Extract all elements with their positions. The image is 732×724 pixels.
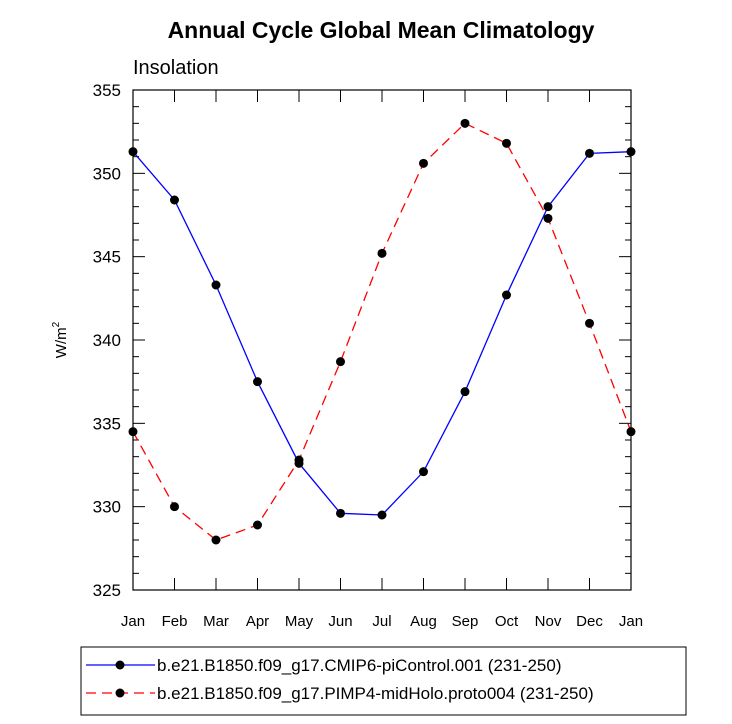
- y-axis-label: W/m2: [51, 321, 70, 358]
- series-line-1: [132, 151, 632, 516]
- series-2-point: [253, 520, 262, 530]
- x-tick-label: Jan: [619, 613, 643, 630]
- x-tick-label: Oct: [495, 613, 519, 630]
- legend-marker-2: [115, 688, 125, 698]
- x-tick-label: Jan: [121, 613, 145, 630]
- x-tick-label: Feb: [162, 613, 188, 630]
- series-2-point: [543, 213, 553, 223]
- y-tick-label: 340: [93, 331, 121, 350]
- legend-label-2: b.e21.B1850.f09_g17.PIMP4-midHolo.proto0…: [157, 684, 594, 703]
- series-2-point: [336, 357, 345, 367]
- y-tick-label: 335: [93, 414, 121, 433]
- y-tick-label: 325: [93, 581, 121, 600]
- series-2-point: [585, 318, 594, 328]
- series-1-point: [170, 195, 179, 205]
- series-2-point: [626, 427, 636, 437]
- series-2-point: [294, 455, 304, 465]
- x-tick-label: May: [285, 613, 314, 630]
- series-1-point: [502, 290, 511, 300]
- series-1-point: [626, 147, 636, 157]
- series-2-point: [419, 158, 428, 168]
- series-2-point: [211, 535, 221, 545]
- legend-box: [80, 646, 687, 716]
- legend: b.e21.B1850.f09_g17.CMIP6-piControl.001 …: [86, 656, 594, 703]
- series-line-2: [132, 122, 632, 541]
- chart-subtitle: Insolation: [133, 57, 219, 79]
- y-tick-label: 355: [93, 81, 121, 100]
- y-axis-label-superscript: 2: [51, 321, 62, 327]
- y-axis-label-main: W/m: [53, 327, 70, 358]
- x-tick-label: Jul: [372, 613, 391, 630]
- x-tick-labels: Jan Feb Mar Apr May Jun Jul Aug Sep Oct Nov Dec Jan: [121, 613, 643, 630]
- x-tick-label: Mar: [203, 613, 229, 630]
- series-2-point: [502, 138, 511, 148]
- y-tick-label: 330: [93, 498, 121, 517]
- series-1-point: [336, 508, 345, 518]
- x-tick-label: Jun: [328, 613, 352, 630]
- x-tick-label: Apr: [246, 613, 269, 630]
- series-2-point: [460, 118, 470, 128]
- series-1-point: [419, 467, 428, 477]
- chart-title: Annual Cycle Global Mean Climatology: [168, 17, 595, 43]
- legend-marker-1: [115, 660, 125, 670]
- series-1-point: [253, 377, 262, 387]
- series-1-point: [128, 147, 138, 157]
- series-1-point: [460, 387, 470, 397]
- series-2-point: [170, 502, 179, 512]
- x-tick-label: Nov: [535, 613, 562, 630]
- series-group: [128, 118, 636, 545]
- series-1-point: [377, 510, 387, 520]
- y-tick-label: 350: [93, 164, 121, 183]
- series-2-point: [377, 248, 387, 258]
- y-tick-labels: 325 330 335 340 345 350 355: [93, 81, 121, 600]
- series-1-point: [543, 202, 553, 212]
- series-2-point: [128, 427, 138, 437]
- x-tick-label: Dec: [576, 613, 603, 630]
- axis-ticks: [132, 89, 632, 591]
- y-tick-label: 345: [93, 248, 121, 267]
- legend-label-1: b.e21.B1850.f09_g17.CMIP6-piControl.001 …: [157, 656, 562, 675]
- x-tick-label: Sep: [452, 613, 479, 630]
- series-1-point: [585, 148, 594, 158]
- series-1-point: [211, 280, 221, 290]
- x-tick-label: Aug: [410, 613, 437, 630]
